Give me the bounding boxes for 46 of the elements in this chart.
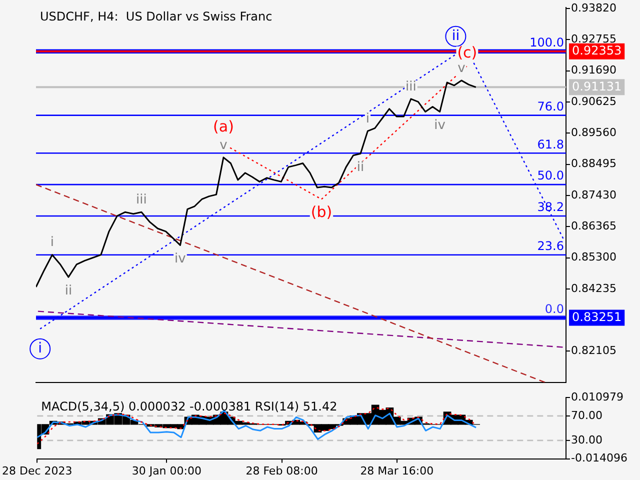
ref-line-label: 23.6: [537, 238, 564, 253]
annotation: (a): [213, 117, 234, 136]
chart-title: USDCHF, H4: US Dollar vs Swiss Franc: [40, 10, 272, 24]
annotation: i: [366, 111, 370, 126]
annotation: iii: [406, 79, 416, 94]
annotation: i: [50, 235, 54, 250]
ref-line-label: 50.0: [537, 168, 564, 183]
y-tick-label: 0.82105: [571, 344, 616, 358]
ref-line-label: 76.0: [537, 99, 564, 114]
annotation: ii: [452, 28, 460, 44]
y-tick-label: 0.91690: [571, 64, 616, 77]
y-tick-label: -0.014096: [571, 452, 628, 465]
annotation: (b): [310, 203, 332, 222]
annotation: iv: [434, 118, 446, 134]
ref-line-label: 38.2: [537, 200, 564, 214]
annotation: iii: [136, 192, 147, 208]
y-tick-label: 0.010979: [571, 390, 624, 404]
ref-line-label: 100.0: [530, 36, 564, 50]
y-tick-label: 0.87430: [571, 188, 616, 202]
y-tick-label: 0.84235: [571, 282, 616, 295]
ref-line-label: 61.8: [537, 137, 564, 152]
y-tick-label: 0.93820: [571, 1, 616, 14]
ref-line-label: 0.0: [544, 302, 564, 316]
y2-tick-label: 30.00: [571, 433, 602, 446]
x-tick-label: 30 Jan 00:00: [132, 464, 202, 478]
annotation: ii: [64, 283, 72, 298]
y-tick-label: 0.86365: [571, 219, 616, 232]
annotation: v: [458, 60, 466, 76]
annotation: ii: [356, 160, 364, 175]
annotation: (c): [457, 44, 478, 62]
ref-line-label: 0.92353: [572, 44, 622, 58]
x-tick-label: 28 Mar 16:00: [360, 464, 434, 478]
ref-line-label: 0.83251: [572, 310, 622, 324]
y-tick-label: 0.85300: [571, 250, 616, 264]
annotation: v: [220, 138, 228, 153]
ref-line-label: 0.91131: [572, 79, 622, 94]
y-tick-label: 0.89560: [571, 126, 616, 139]
x-tick-label: 28 Dec 2023: [2, 464, 72, 478]
annotation: i: [38, 340, 42, 356]
x-tick-label: 28 Feb 08:00: [246, 464, 318, 478]
y-tick-label: 0.88495: [571, 157, 616, 170]
chart-title: MACD(5,34,5) 0.000032 -0.000381 RSI(14) 51.42: [41, 400, 338, 414]
y2-tick-label: 70.00: [571, 408, 602, 422]
y-tick-label: 0.90625: [571, 94, 616, 108]
annotation: iv: [174, 252, 186, 267]
y-tick-label: 0.92755: [571, 32, 616, 46]
